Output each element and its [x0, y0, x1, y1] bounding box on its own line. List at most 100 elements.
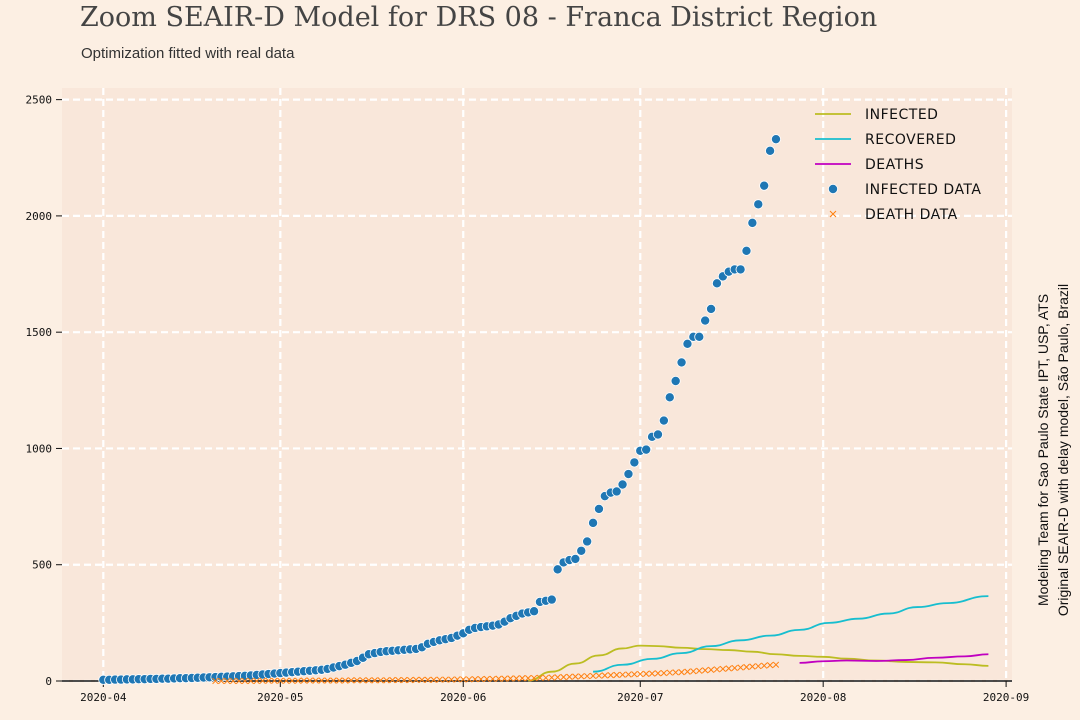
infected-data-point: [658, 415, 669, 426]
infected-data-point: [546, 594, 557, 605]
death-data-point: [477, 675, 485, 683]
death-data-point: [247, 677, 254, 685]
series-line-recovered: [593, 595, 989, 673]
infected-data-point: [582, 536, 593, 547]
death-data-point: [648, 670, 656, 677]
death-data-point: [601, 672, 609, 679]
death-data-point: [483, 675, 490, 683]
y-tick-label: 500: [32, 559, 52, 572]
infected-data-point: [735, 264, 746, 275]
death-data-point: [619, 671, 626, 678]
death-data-point: [454, 676, 461, 683]
death-data-point: [696, 667, 703, 674]
death-data-point: [536, 674, 544, 681]
death-data-point: [218, 677, 225, 685]
death-data-point: [589, 672, 597, 680]
death-data-point: [412, 676, 420, 683]
death-data-point: [424, 676, 431, 683]
death-data-point: [318, 677, 325, 684]
y-tick-label: 1500: [26, 326, 53, 339]
death-data-point: [436, 676, 443, 683]
death-data-point: [702, 667, 709, 674]
death-data-point: [501, 675, 508, 682]
death-data-point: [719, 665, 727, 673]
death-data-point: [654, 670, 662, 677]
death-data-point: [418, 676, 426, 683]
x-tick-label: 2020-09: [983, 691, 1029, 704]
death-data-point: [448, 676, 455, 683]
legend-label-infected-data: INFECTED DATA: [865, 182, 981, 198]
death-data-point: [489, 675, 496, 683]
death-data-point: [224, 677, 231, 685]
death-data-point: [300, 677, 308, 684]
x-tick-label: 2020-08: [800, 691, 846, 704]
death-data-point: [566, 673, 573, 680]
legend-label-death-data: DEATH DATA: [865, 207, 958, 223]
legend-swatch-death-data: [829, 210, 837, 218]
y-tick-label: 1000: [26, 442, 53, 455]
side-note-line1: Modeling Team for Sao Paulo State IPT, U…: [1035, 294, 1051, 606]
x-tick-label: 2020-05: [257, 691, 303, 704]
death-data-point: [749, 663, 756, 670]
death-data-point: [229, 677, 237, 685]
infected-data-point: [747, 217, 758, 228]
death-data-point: [672, 669, 679, 676]
chart-title: Zoom SEAIR-D Model for DRS 08 - Franca D…: [80, 2, 878, 33]
death-data-point: [713, 666, 721, 673]
infected-data-point: [611, 486, 622, 497]
death-data-point: [766, 662, 774, 669]
infected-data-point: [682, 338, 693, 349]
death-data-point: [371, 677, 378, 684]
y-tick-label: 0: [45, 675, 52, 688]
y-tick-label: 2000: [26, 210, 53, 223]
legend: INFECTED RECOVERED DEATHS INFECTED DATA DEAT…: [815, 107, 981, 223]
death-data-point: [560, 673, 567, 681]
infected-data-point: [676, 357, 687, 368]
infected-data-point: [652, 429, 663, 440]
death-data-point: [312, 677, 319, 684]
death-data-point: [324, 677, 331, 684]
death-data-point: [495, 675, 502, 682]
infected-data-point: [593, 503, 604, 514]
death-data-point: [554, 674, 561, 681]
death-data-point: [235, 677, 243, 685]
death-data-point: [519, 675, 526, 682]
death-data-point: [572, 673, 579, 680]
infected-data-point: [753, 199, 764, 210]
infected-data-point: [641, 444, 652, 455]
infected-data-point: [706, 303, 717, 314]
infected-data-point: [552, 564, 563, 575]
death-data-point: [430, 676, 437, 683]
death-data-point: [377, 677, 384, 684]
death-data-point: [607, 672, 614, 679]
death-data-point: [442, 676, 449, 683]
death-data-point: [595, 672, 603, 679]
infected-data-point: [770, 134, 781, 145]
death-data-point: [684, 668, 691, 675]
legend-swatch-infected-data: [828, 183, 839, 194]
death-data-point: [524, 675, 532, 682]
infected-data-point: [576, 545, 587, 556]
infected-data-point: [765, 145, 776, 156]
data-marks: [98, 134, 989, 685]
series-line-infected: [528, 644, 989, 682]
death-data-point: [395, 676, 402, 684]
death-data-point: [336, 677, 343, 684]
death-data-point: [347, 677, 355, 684]
legend-label-recovered: RECOVERED: [865, 132, 956, 148]
death-data-point: [359, 677, 367, 684]
death-data-point: [513, 675, 520, 682]
axes: 2020-04 2020-05 2020-06 2020-07 2020-08 2020-…: [26, 94, 1030, 704]
death-data-point: [731, 664, 738, 672]
death-data-point: [548, 674, 555, 681]
infected-data-point: [741, 245, 752, 256]
chart-subtitle: Optimization fitted with real data: [81, 45, 295, 62]
legend-label-deaths: DEATHS: [865, 157, 924, 173]
death-data-point: [212, 677, 219, 685]
death-data-point: [530, 674, 538, 682]
death-data-point: [406, 676, 414, 684]
death-data-point: [690, 668, 697, 675]
death-data-point: [743, 663, 750, 671]
death-data-point: [330, 677, 337, 684]
